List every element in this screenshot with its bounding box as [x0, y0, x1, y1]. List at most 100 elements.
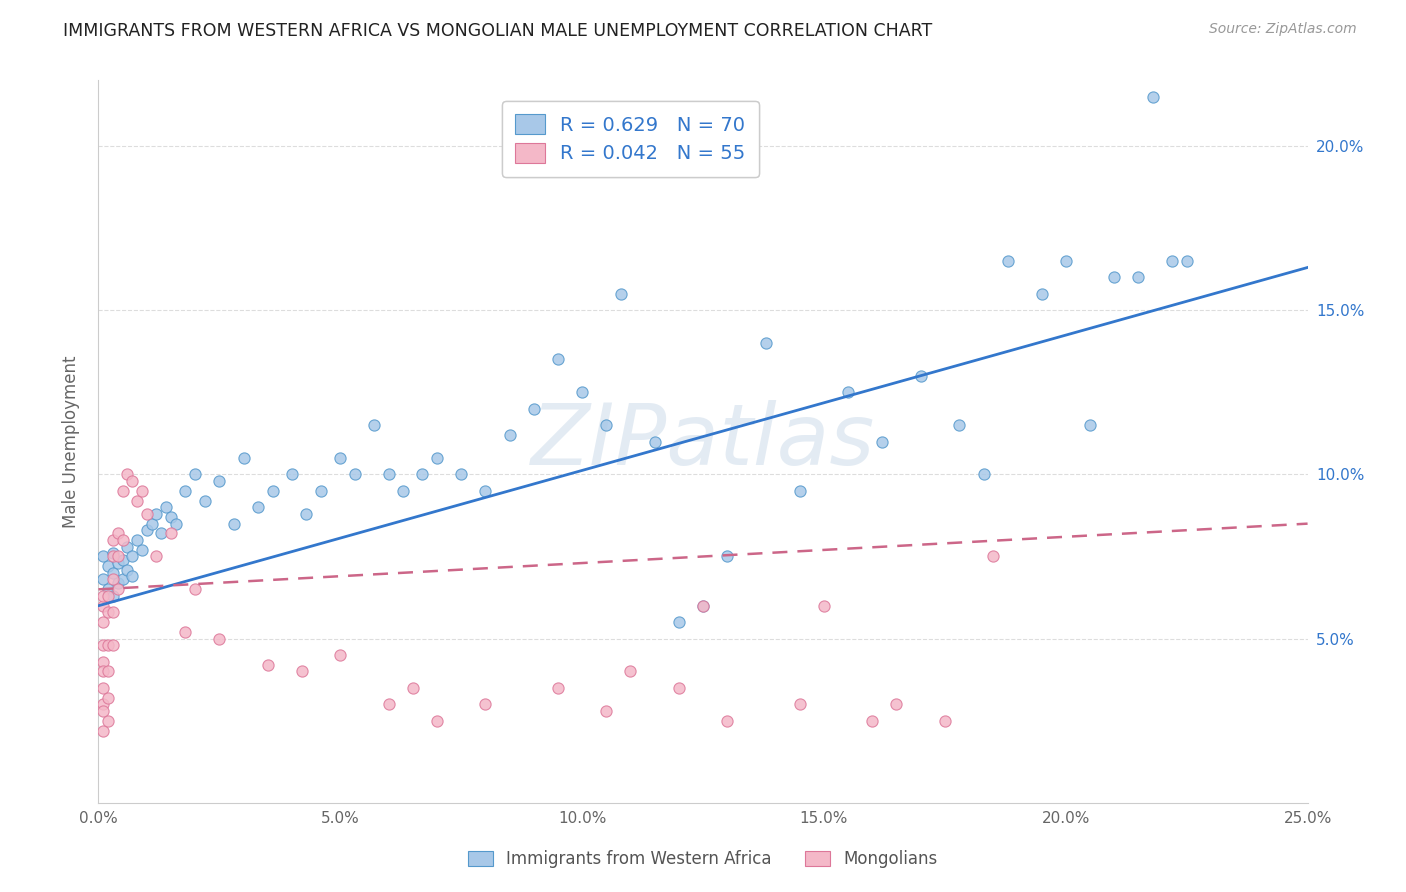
Point [474, 483, 496, 498]
Point [392, 483, 415, 498]
Point [107, 556, 129, 570]
Point [101, 638, 124, 652]
Point [111, 573, 134, 587]
Point [101, 549, 124, 564]
Text: IMMIGRANTS FROM WESTERN AFRICA VS MONGOLIAN MALE UNEMPLOYMENT CORRELATION CHART: IMMIGRANTS FROM WESTERN AFRICA VS MONGOL… [63, 22, 932, 40]
Point [973, 467, 995, 482]
Point [135, 507, 157, 521]
Point [111, 553, 134, 567]
Point [262, 483, 284, 498]
Point [411, 467, 433, 482]
Point [910, 368, 932, 383]
Point [295, 507, 318, 521]
Point [789, 483, 811, 498]
Point [309, 483, 332, 498]
Text: ZIPatlas: ZIPatlas [531, 400, 875, 483]
Point [160, 510, 183, 524]
Point [97, 665, 120, 679]
Point [107, 549, 129, 564]
Point [377, 698, 399, 712]
Point [107, 526, 129, 541]
Point [174, 625, 197, 640]
Point [101, 533, 124, 547]
Point [1054, 253, 1077, 268]
Point [426, 450, 449, 465]
Point [981, 549, 1004, 564]
Point [194, 493, 217, 508]
Point [160, 526, 183, 541]
Point [668, 681, 690, 695]
Point [107, 582, 129, 597]
Point [150, 526, 173, 541]
Point [547, 681, 569, 695]
Point [789, 698, 811, 712]
Point [329, 450, 352, 465]
Point [523, 401, 546, 416]
Point [256, 657, 278, 672]
Point [571, 385, 593, 400]
Point [363, 418, 385, 433]
Point [174, 483, 197, 498]
Point [329, 648, 352, 662]
Point [97, 559, 120, 574]
Legend: Immigrants from Western Africa, Mongolians: Immigrants from Western Africa, Mongolia… [461, 844, 945, 875]
Point [343, 467, 366, 482]
Point [135, 523, 157, 537]
Y-axis label: Male Unemployment: Male Unemployment [62, 355, 80, 528]
Point [1175, 253, 1198, 268]
Point [131, 542, 153, 557]
Point [101, 589, 124, 603]
Point [121, 569, 143, 583]
Point [886, 698, 908, 712]
Point [91, 549, 114, 564]
Point [247, 500, 270, 515]
Point [934, 714, 956, 728]
Point [644, 434, 666, 449]
Point [716, 549, 738, 564]
Point [127, 533, 149, 547]
Point [290, 665, 312, 679]
Point [619, 665, 641, 679]
Point [948, 418, 970, 433]
Point [1128, 270, 1150, 285]
Point [97, 589, 120, 603]
Point [127, 493, 149, 508]
Point [101, 605, 124, 619]
Point [97, 638, 120, 652]
Point [91, 723, 114, 738]
Point [1161, 253, 1184, 268]
Point [131, 483, 153, 498]
Point [813, 599, 835, 613]
Point [165, 516, 187, 531]
Point [91, 655, 114, 669]
Point [498, 428, 520, 442]
Point [91, 615, 114, 630]
Point [145, 549, 167, 564]
Point [837, 385, 859, 400]
Point [184, 582, 207, 597]
Point [716, 714, 738, 728]
Point [595, 418, 617, 433]
Point [184, 467, 207, 482]
Point [141, 516, 163, 531]
Point [101, 573, 124, 587]
Point [1142, 89, 1164, 103]
Point [121, 474, 143, 488]
Point [101, 566, 124, 580]
Point [101, 546, 124, 560]
Point [208, 474, 231, 488]
Point [117, 467, 139, 482]
Point [121, 549, 143, 564]
Point [91, 638, 114, 652]
Text: Source: ZipAtlas.com: Source: ZipAtlas.com [1209, 22, 1357, 37]
Point [117, 563, 139, 577]
Point [91, 589, 114, 603]
Point [232, 450, 254, 465]
Point [281, 467, 304, 482]
Point [208, 632, 231, 646]
Point [107, 575, 129, 590]
Point [91, 573, 114, 587]
Point [426, 714, 449, 728]
Point [870, 434, 893, 449]
Point [668, 615, 690, 630]
